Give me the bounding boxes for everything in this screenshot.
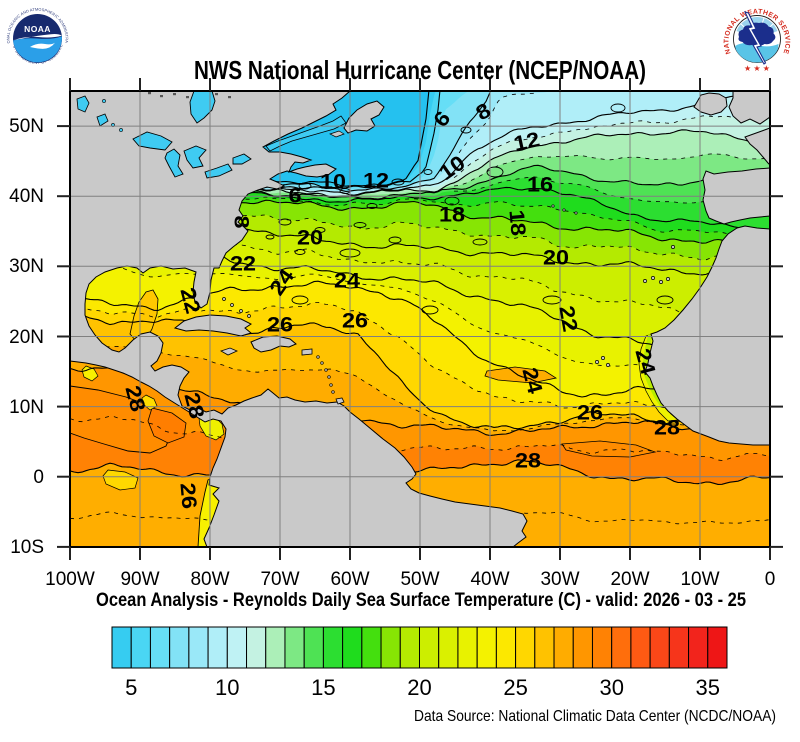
svg-text:30N: 30N (9, 256, 44, 277)
svg-text:10S: 10S (10, 537, 44, 558)
svg-text:20: 20 (407, 675, 431, 700)
svg-text:12: 12 (363, 170, 389, 193)
svg-text:8: 8 (229, 216, 252, 229)
svg-text:30W: 30W (540, 569, 579, 590)
svg-text:10W: 10W (680, 569, 719, 590)
svg-text:50N: 50N (9, 116, 44, 137)
svg-text:30: 30 (599, 675, 623, 700)
svg-text:26: 26 (267, 314, 293, 337)
svg-text:60W: 60W (330, 569, 369, 590)
svg-text:26: 26 (175, 482, 200, 510)
svg-text:Data Source: National Climatic: Data Source: National Climatic Data Cent… (414, 708, 776, 725)
svg-text:25: 25 (503, 675, 527, 700)
svg-text:5: 5 (125, 675, 137, 700)
svg-text:0: 0 (765, 569, 776, 590)
svg-text:20: 20 (297, 227, 323, 250)
svg-text:40N: 40N (9, 186, 44, 207)
svg-text:10: 10 (320, 171, 346, 194)
svg-text:Ocean Analysis - Reynolds Dail: Ocean Analysis - Reynolds Daily Sea Surf… (96, 590, 746, 611)
svg-text:35: 35 (696, 675, 720, 700)
svg-text:28: 28 (515, 450, 541, 473)
svg-text:18: 18 (439, 204, 465, 227)
svg-text:20N: 20N (9, 327, 44, 348)
svg-text:90W: 90W (120, 569, 159, 590)
svg-text:22: 22 (230, 253, 256, 276)
svg-text:15: 15 (311, 675, 335, 700)
svg-text:0: 0 (33, 467, 44, 488)
svg-text:20: 20 (543, 247, 569, 270)
svg-text:NOAA: NOAA (24, 24, 51, 34)
svg-text:26: 26 (342, 310, 368, 333)
svg-text:100W: 100W (45, 569, 95, 590)
svg-text:24: 24 (334, 270, 360, 293)
svg-text:50W: 50W (400, 569, 439, 590)
svg-text:NWS National Hurricane Center: NWS National Hurricane Center (NCEP/NOAA… (194, 55, 646, 85)
svg-text:10: 10 (215, 675, 239, 700)
svg-text:22: 22 (554, 304, 581, 334)
svg-text:70W: 70W (260, 569, 299, 590)
svg-text:20W: 20W (610, 569, 649, 590)
svg-text:26: 26 (577, 402, 603, 425)
svg-text:80W: 80W (190, 569, 229, 590)
svg-text:28: 28 (654, 417, 680, 440)
svg-text:6: 6 (289, 185, 302, 208)
svg-text:★ ★ ★: ★ ★ ★ (744, 64, 770, 73)
svg-text:40W: 40W (470, 569, 509, 590)
svg-text:10N: 10N (9, 397, 44, 418)
svg-text:16: 16 (527, 174, 553, 197)
svg-text:12: 12 (512, 128, 542, 156)
svg-text:18: 18 (504, 209, 529, 237)
